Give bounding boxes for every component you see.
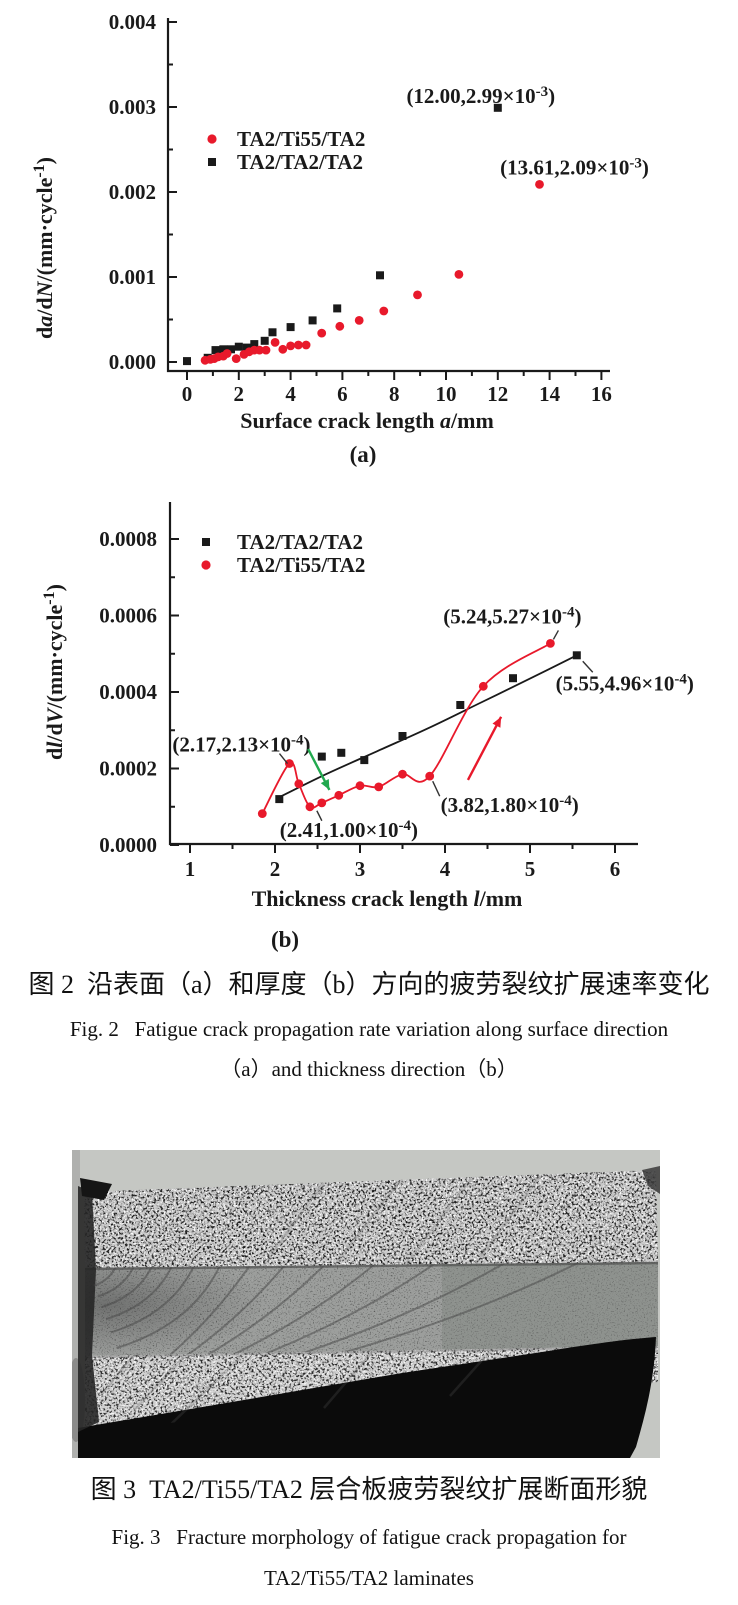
svg-text:0.0000: 0.0000: [99, 833, 157, 857]
legend-marker-black-square: [202, 538, 210, 546]
chart-b-annotation: (2.41,1.00×10-4): [280, 818, 418, 842]
chart-b-sublabel: (b): [271, 927, 299, 952]
chart-a-sublabel: (a): [350, 442, 377, 467]
svg-text:0.002: 0.002: [109, 180, 156, 204]
chart-a-x-axis-title: Surface crack length a/mm: [240, 408, 494, 433]
figure3-caption-zh: 图 3 TA2/Ti55/TA2 层合板疲劳裂纹扩展断面形貌: [90, 1475, 648, 1504]
svg-text:0.0002: 0.0002: [99, 757, 157, 781]
annotation-pointer: [316, 810, 323, 822]
legend-label: TA2/TA2/TA2: [237, 530, 363, 554]
specimen-middle-layer: [85, 1262, 658, 1356]
svg-text:10: 10: [436, 382, 457, 406]
specimen-top-layer: [84, 1170, 658, 1268]
svg-text:0.001: 0.001: [109, 265, 156, 289]
figure2-caption-zh: 图 2 沿表面（a）和厚度（b）方向的疲劳裂纹扩展速率变化: [28, 970, 710, 999]
chart-b-annotation: (5.55,4.96×10-4): [556, 671, 694, 695]
chart-a-tick-labels: 0 2 4 6 8 10 12 14 16 0.000 0.001 0.002 0.003 0.004: [109, 10, 612, 406]
legend-marker-black-square: [208, 158, 216, 166]
annotation-pointer: [582, 660, 594, 673]
svg-text:5: 5: [525, 857, 536, 881]
layer-seam-lower: [84, 1346, 659, 1358]
chart-b-curve-black: [278, 654, 578, 798]
chart-a-annotation: (13.61,2.09×10-3): [500, 155, 649, 179]
red-arrowhead: [492, 716, 502, 728]
figure2-charts: 0 2 4 6 8 10 12 14 160.0000.0010.0020.0030.004Su…: [31, 10, 694, 952]
svg-text:6: 6: [337, 382, 348, 406]
chart-b: 1 2 3 4 5 6 0.0000 0.0002 0.0004 0.0006 0.0008 Thic…: [41, 502, 694, 952]
figure2-caption-en-line1: Fig. 2 Fatigue crack propagation rate va…: [69, 1017, 669, 1041]
annotation-pointer: [432, 780, 441, 797]
chart-a-annotation: (12.00,2.99×10-3): [406, 84, 555, 108]
svg-text:0.004: 0.004: [109, 10, 157, 34]
svg-text:2: 2: [270, 857, 281, 881]
chart-b-y-axis-title: dl/dV/(mm·cycle-1): [41, 584, 67, 760]
svg-text:4: 4: [440, 857, 451, 881]
chart-b-annotation: (3.82,1.80×10-4): [441, 793, 579, 817]
annotation-pointer: [552, 630, 560, 640]
green-arrowhead: [320, 779, 330, 790]
chart-a-series-red: [200, 180, 544, 365]
red-arrow: [466, 716, 503, 781]
svg-text:0.000: 0.000: [109, 350, 156, 374]
svg-text:1: 1: [185, 857, 196, 881]
svg-text:2: 2: [234, 382, 245, 406]
chart-b-ticks: [170, 538, 616, 853]
chart-b-x-axis-title: Thickness crack length l/mm: [252, 886, 523, 911]
figure2-caption-en-line2: （a）and thickness direction（b）: [220, 1057, 518, 1081]
bottom-layer-streaks: [101, 1348, 493, 1429]
fatigue-beach-marks: [93, 1262, 581, 1356]
svg-text:4: 4: [285, 382, 296, 406]
svg-text:8: 8: [389, 382, 400, 406]
photo-backdrop-left-edge: [72, 1150, 80, 1458]
annotation-pointer: [278, 753, 288, 764]
specimen-left-edge: [78, 1186, 99, 1432]
chart-b-series-black: [275, 651, 581, 804]
chart-b-annotation: (5.24,5.27×10-4): [443, 604, 581, 628]
svg-text:0.0006: 0.0006: [99, 604, 157, 628]
top-layer-streaks: [260, 1174, 542, 1268]
chart-a: 0 2 4 6 8 10 12 14 16 0.000 0.001 0.002 0.003 0.004 Su…: [31, 10, 649, 467]
chart-b-annotation: (2.17,2.13×10-4): [172, 733, 310, 757]
svg-text:0.0004: 0.0004: [99, 680, 157, 704]
legend-marker-red-circle: [201, 560, 211, 570]
svg-text:0.003: 0.003: [109, 95, 156, 119]
chart-a-ticks: [168, 21, 603, 380]
legend-label: TA2/Ti55/TA2: [237, 553, 365, 577]
svg-text:6: 6: [610, 857, 621, 881]
svg-text:0: 0: [182, 382, 193, 406]
fracture-photo: [72, 1150, 660, 1458]
chart-a-y-axis-title: da/dN/(mm·cycle-1): [31, 157, 57, 339]
figure3-caption-en-line1: Fig. 3 Fracture morphology of fatigue cr…: [111, 1525, 627, 1549]
specimen-shadow-region: [78, 1337, 656, 1458]
legend-marker-red-circle: [207, 134, 217, 144]
svg-text:12: 12: [487, 382, 508, 406]
legend-label: TA2/TA2/TA2: [237, 150, 363, 174]
chart-b-curve-red: [261, 642, 551, 815]
svg-text:3: 3: [355, 857, 366, 881]
specimen-top-right-notch: [642, 1166, 660, 1194]
svg-text:14: 14: [539, 382, 561, 406]
svg-text:16: 16: [591, 382, 612, 406]
chart-b-tick-labels: 1 2 3 4 5 6 0.0000 0.0002 0.0004 0.0006 0.0008: [99, 527, 620, 881]
chart-a-axes: [166, 18, 610, 373]
specimen-top-left-notch: [80, 1178, 112, 1200]
legend-label: TA2/Ti55/TA2: [237, 127, 365, 151]
chart-b-series-red: [257, 639, 555, 818]
figure3-caption-en-line2: TA2/Ti55/TA2 laminates: [264, 1566, 474, 1590]
svg-text:0.0008: 0.0008: [99, 527, 157, 551]
